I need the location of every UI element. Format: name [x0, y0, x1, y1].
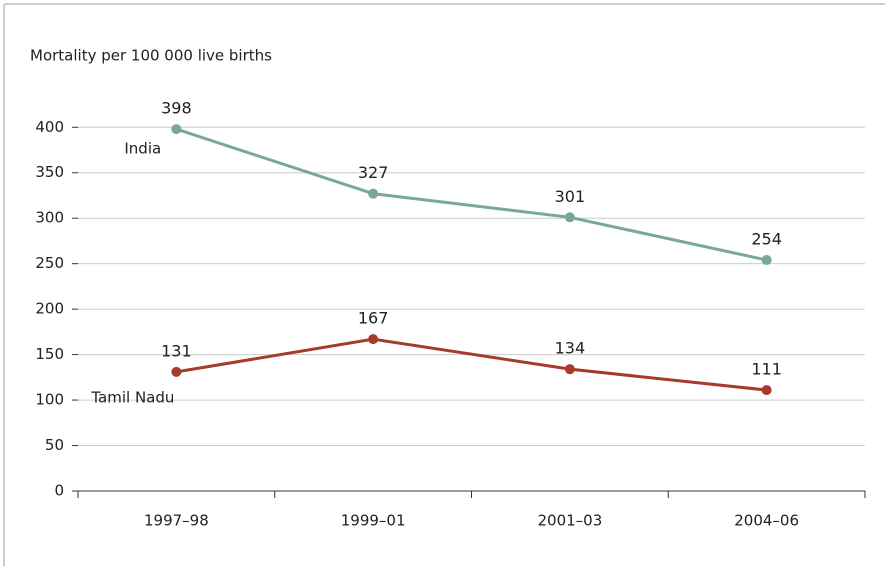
point [171, 124, 182, 135]
y-tick-label: 250 [35, 254, 64, 272]
point [368, 188, 379, 199]
point [564, 364, 575, 375]
x-tick-label: 1997–98 [144, 512, 209, 530]
x-tick-label: 2001–03 [537, 512, 602, 530]
x-tick-label: 2004–06 [734, 512, 799, 530]
y-tick-label: 100 [35, 391, 64, 409]
point [368, 334, 379, 345]
x-tick-label: 1999–01 [341, 512, 406, 530]
point [171, 366, 182, 377]
series-line [176, 337, 767, 392]
y-tick-label: 350 [35, 163, 64, 181]
data-label: 131 [161, 341, 192, 360]
series-label: India [124, 140, 161, 158]
data-label: 167 [358, 309, 389, 328]
data-label: 134 [555, 339, 586, 358]
point [761, 385, 772, 396]
point [564, 212, 575, 223]
y-tick-label: 150 [35, 345, 64, 363]
series-line [175, 127, 767, 262]
data-label: 254 [751, 230, 782, 249]
data-label: 398 [161, 99, 192, 118]
data-label: 111 [751, 360, 782, 379]
y-axis-title: Mortality per 100 000 live births [30, 47, 272, 65]
series-label: Tamil Nadu [90, 388, 174, 406]
y-tick-label: 200 [35, 300, 64, 318]
data-label: 301 [555, 187, 586, 206]
y-tick-label: 0 [54, 482, 64, 500]
point [761, 255, 772, 266]
y-tick-label: 300 [35, 209, 64, 227]
y-tick-label: 50 [45, 436, 64, 454]
y-tick-label: 400 [35, 118, 64, 136]
data-label: 327 [358, 163, 389, 182]
